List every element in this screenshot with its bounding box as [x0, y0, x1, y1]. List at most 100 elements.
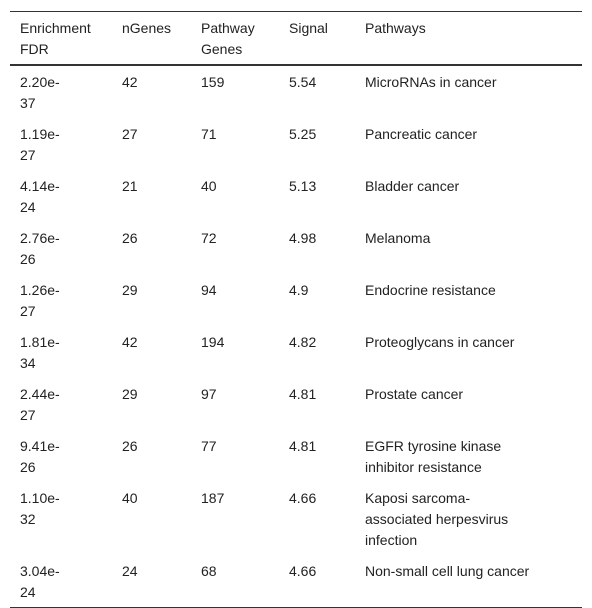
cell-text: 1.81e-34 [20, 334, 60, 371]
table-cell: 4.66 [279, 482, 355, 555]
cell-text: Endocrine resistance [365, 282, 496, 298]
cell-text: Pancreatic cancer [365, 126, 478, 142]
table-cell: 5.13 [279, 170, 355, 222]
cell-text: 5.13 [289, 178, 317, 194]
table-cell: 3.04e-24 [10, 555, 112, 608]
table-cell: 77 [191, 430, 279, 482]
table-row: 2.76e-26 26 72 4.98 Melanoma [10, 222, 582, 274]
table-cell: 26 [112, 430, 191, 482]
table-cell: 4.81 [279, 378, 355, 430]
cell-text: 21 [122, 178, 138, 194]
cell-text: 187 [201, 490, 225, 506]
table-cell: 4.98 [279, 222, 355, 274]
table-cell: 94 [191, 274, 279, 326]
table-cell: 159 [191, 65, 279, 118]
table-row: 2.20e-37 42 159 5.54 MicroRNAs in cancer [10, 65, 582, 118]
table-cell: 5.25 [279, 118, 355, 170]
table-body: 2.20e-37 42 159 5.54 MicroRNAs in cancer 1.19… [10, 65, 582, 608]
table-cell: 29 [112, 378, 191, 430]
table-cell: 2.76e-26 [10, 222, 112, 274]
cell-text: 26 [122, 230, 138, 246]
table-cell: EGFR tyrosine kinase inhibitor resistanc… [355, 430, 582, 482]
table-cell: Bladder cancer [355, 170, 582, 222]
table-row: 3.04e-24 24 68 4.66 Non-small cell lung canc… [10, 555, 582, 608]
cell-text: Proteoglycans in cancer [365, 334, 515, 350]
table-cell: 26 [112, 222, 191, 274]
cell-text: 68 [201, 563, 217, 579]
cell-text: 40 [201, 178, 217, 194]
table-cell: Endocrine resistance [355, 274, 582, 326]
cell-text: EGFR tyrosine kinase inhibitor resistanc… [365, 438, 502, 475]
table-row: 1.26e-27 29 94 4.9 Endocrine resistance [10, 274, 582, 326]
cell-text: 4.82 [289, 334, 317, 350]
cell-text: 97 [201, 386, 217, 402]
table-cell: 29 [112, 274, 191, 326]
cell-text: 4.14e-24 [20, 178, 60, 215]
cell-text: 29 [122, 282, 138, 298]
cell-text: 5.54 [289, 74, 317, 90]
table-cell: 4.9 [279, 274, 355, 326]
cell-text: 77 [201, 438, 217, 454]
table-cell: 42 [112, 326, 191, 378]
cell-text: 159 [201, 74, 225, 90]
cell-text: 40 [122, 490, 138, 506]
cell-text: 4.66 [289, 490, 317, 506]
header-text: Pathways [365, 20, 426, 36]
table-cell: 187 [191, 482, 279, 555]
cell-text: 42 [122, 74, 138, 90]
table-cell: 4.14e-24 [10, 170, 112, 222]
header-text: nGenes [122, 20, 172, 36]
table-cell: 27 [112, 118, 191, 170]
header-cell: Signal [279, 12, 355, 66]
cell-text: Bladder cancer [365, 178, 460, 194]
header-cell: Enrichment FDR [10, 12, 112, 66]
header-text: Signal [289, 20, 328, 36]
table-header: Enrichment FDR nGenes Pathway Genes Signal P… [10, 11, 582, 66]
cell-text: 5.25 [289, 126, 317, 142]
cell-text: 72 [201, 230, 217, 246]
table-cell: 5.54 [279, 65, 355, 118]
table-row: 9.41e-26 26 77 4.81 EGFR tyrosine kinase inh… [10, 430, 582, 482]
table-row: 2.44e-27 29 97 4.81 Prostate cancer [10, 378, 582, 430]
table-cell: 72 [191, 222, 279, 274]
header-cell: nGenes [112, 12, 191, 66]
cell-text: 42 [122, 334, 138, 350]
table-row: 1.10e-32 40 187 4.66 Kaposi sarcoma-associat… [10, 482, 582, 555]
cell-text: 1.19e-27 [20, 126, 60, 163]
table-cell: 1.10e-32 [10, 482, 112, 555]
table-cell: Kaposi sarcoma-associated herpesvirus in… [355, 482, 582, 555]
table-cell: 40 [112, 482, 191, 555]
table-cell: 1.81e-34 [10, 326, 112, 378]
table: Enrichment FDR nGenes Pathway Genes Signal P… [10, 11, 582, 608]
table-cell: 4.81 [279, 430, 355, 482]
table-cell: 40 [191, 170, 279, 222]
table-cell: 1.26e-27 [10, 274, 112, 326]
table-cell: MicroRNAs in cancer [355, 65, 582, 118]
page: Enrichment FDR nGenes Pathway Genes Signal P… [10, 11, 582, 608]
cell-text: 4.81 [289, 438, 317, 454]
cell-text: 2.76e-26 [20, 230, 60, 267]
table-row: 1.81e-34 42 194 4.82 Proteoglycans in cancer [10, 326, 582, 378]
cell-text: 1.10e-32 [20, 490, 60, 527]
cell-text: 3.04e-24 [20, 563, 60, 600]
cell-text: 94 [201, 282, 217, 298]
table-cell: 2.44e-27 [10, 378, 112, 430]
table-cell: Proteoglycans in cancer [355, 326, 582, 378]
header-cell: Pathway Genes [191, 12, 279, 66]
header-text: Pathway Genes [201, 20, 255, 57]
table-cell: 9.41e-26 [10, 430, 112, 482]
table-row: 4.14e-24 21 40 5.13 Bladder cancer [10, 170, 582, 222]
table-cell: 68 [191, 555, 279, 608]
table-cell: Prostate cancer [355, 378, 582, 430]
header-row: Enrichment FDR nGenes Pathway Genes Signal P… [10, 11, 582, 66]
table-cell: 97 [191, 378, 279, 430]
cell-text: Prostate cancer [365, 386, 464, 402]
cell-text: 26 [122, 438, 138, 454]
table-row: 1.19e-27 27 71 5.25 Pancreatic cancer [10, 118, 582, 170]
cell-text: Non-small cell lung cancer [365, 563, 530, 579]
table-cell: 42 [112, 65, 191, 118]
table-cell: 2.20e-37 [10, 65, 112, 118]
cell-text: 29 [122, 386, 138, 402]
table-cell: 21 [112, 170, 191, 222]
cell-text: 4.98 [289, 230, 317, 246]
